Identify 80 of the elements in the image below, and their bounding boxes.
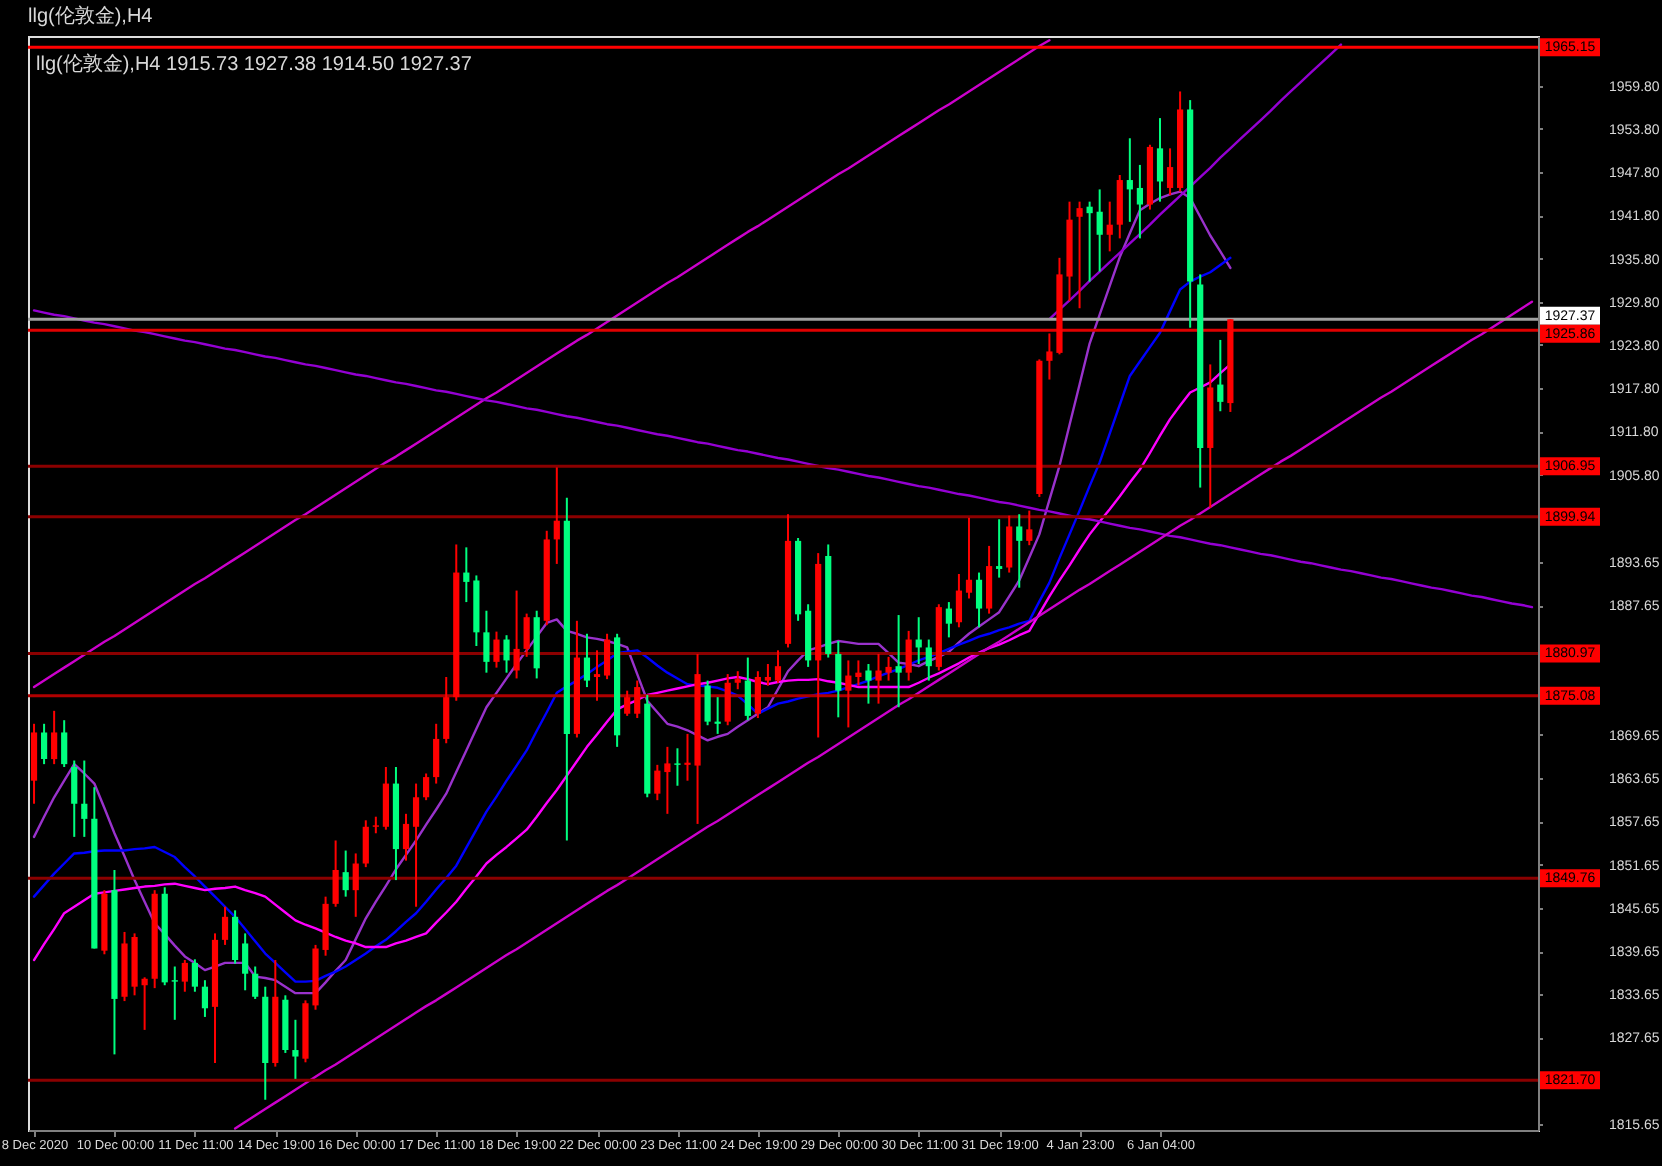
candlestick <box>141 976 148 1031</box>
candlestick <box>583 632 591 689</box>
candlestick <box>865 663 872 705</box>
candlestick <box>513 589 520 680</box>
candlestick <box>443 675 450 745</box>
chart-title: llg(伦敦金),H4 <box>28 4 154 28</box>
candlestick <box>252 965 259 1000</box>
candlestick <box>754 670 761 720</box>
candlestick <box>1016 513 1023 589</box>
candlestick <box>734 670 741 691</box>
candlestick <box>634 679 641 720</box>
candlestick <box>412 782 420 908</box>
candlestick <box>985 544 993 615</box>
candlestick <box>553 466 560 565</box>
candlestick <box>433 722 440 785</box>
candlestick <box>463 546 470 604</box>
candlestick <box>61 719 68 769</box>
candlestick <box>1076 200 1083 310</box>
candlestick <box>483 609 490 674</box>
text: llg(伦敦金),H4 1915.73 1927.38 1914.50 1927.37 <box>36 52 473 76</box>
candlestick <box>1106 200 1113 253</box>
candlestick <box>744 656 751 722</box>
candlestick <box>332 839 339 908</box>
line-series <box>32 363 1232 962</box>
candlestick <box>925 638 932 682</box>
candlestick <box>362 819 369 869</box>
candlestick <box>603 632 611 681</box>
candlestick <box>975 571 983 629</box>
candlestick <box>342 849 349 898</box>
candlestick <box>423 772 430 802</box>
candlestick <box>232 909 239 965</box>
candlestick <box>51 709 58 766</box>
candlestick <box>493 630 500 669</box>
candlestick <box>714 696 721 735</box>
candlestick <box>1086 200 1093 283</box>
candlestick <box>1217 338 1224 413</box>
candlestick <box>724 673 731 727</box>
candlestick <box>905 629 912 682</box>
candlestick <box>191 958 198 993</box>
candlestick <box>764 663 772 687</box>
candlestick <box>664 745 671 815</box>
candlestick <box>654 763 661 802</box>
candlestick <box>624 689 631 717</box>
candlestick <box>201 979 209 1018</box>
candlestick <box>674 747 681 787</box>
candlestick <box>71 759 78 838</box>
candlestick <box>895 614 902 709</box>
candlestick <box>955 573 963 629</box>
candlestick <box>171 965 178 1021</box>
candlestick <box>402 812 410 862</box>
line-series <box>233 300 1534 1130</box>
candlestick <box>523 612 530 658</box>
candlestick <box>242 932 249 992</box>
candlestick <box>81 759 88 838</box>
candlestick <box>845 659 852 729</box>
candlestick <box>1156 117 1164 203</box>
candlestick <box>1116 174 1123 240</box>
candlestick <box>221 905 229 946</box>
candlestick <box>835 639 842 719</box>
candlestick <box>593 649 601 702</box>
line-series <box>32 39 1051 689</box>
line-series <box>1048 43 1343 321</box>
candlestick <box>1126 137 1133 223</box>
candlestick <box>503 634 510 674</box>
candlestick <box>1096 188 1103 273</box>
line-series <box>32 309 1534 609</box>
candlestick <box>382 766 389 831</box>
candlestick <box>40 722 48 766</box>
candlestick <box>774 649 782 684</box>
candlestick <box>704 679 711 727</box>
candlestick <box>181 959 188 993</box>
candlestick <box>292 1018 299 1080</box>
candlestick <box>945 601 952 639</box>
candlestick <box>1166 147 1174 197</box>
candlestick <box>352 852 359 918</box>
candlestick <box>1006 514 1013 574</box>
candlestick <box>965 516 973 600</box>
candlestick <box>996 518 1003 579</box>
candlestick <box>1026 509 1033 547</box>
candlestick <box>1136 163 1143 240</box>
